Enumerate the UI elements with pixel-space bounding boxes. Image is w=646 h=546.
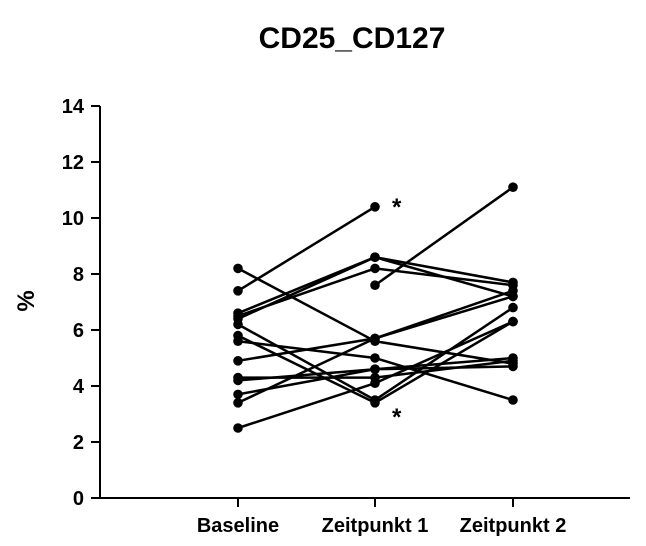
data-point	[370, 364, 380, 375]
y-tick-label: 10	[62, 208, 84, 230]
series-14	[233, 291, 518, 408]
series-1	[233, 202, 380, 296]
y-axis-label: %	[13, 290, 40, 311]
series-2	[370, 182, 518, 291]
data-point	[508, 291, 518, 302]
series-line-segment	[237, 382, 376, 430]
series-line-segment	[374, 320, 514, 404]
series-line-segment	[374, 359, 514, 379]
series-line-segment	[237, 323, 376, 402]
series-6	[233, 252, 518, 324]
data-point	[508, 395, 518, 405]
asterisk-annotation: *	[392, 194, 402, 221]
series-line-segment	[237, 367, 376, 382]
series-12	[233, 361, 518, 386]
axes: 0 2 4 6 8 10 12 14 Baseline Zeitpunkt 1 Zeitpunkt …	[62, 96, 630, 537]
series-line-segment	[237, 267, 376, 343]
data-point	[508, 302, 518, 313]
data-point	[233, 286, 243, 296]
data-point	[370, 202, 380, 212]
series-line-segment	[237, 337, 376, 404]
series-line-segment	[374, 267, 514, 287]
data-point	[508, 353, 518, 363]
data-point	[370, 395, 380, 405]
data-point	[508, 361, 518, 372]
data-point	[233, 398, 243, 408]
series-line-segment	[374, 186, 514, 287]
series-line-segment	[237, 256, 376, 320]
data-point	[370, 252, 380, 262]
series-line-segment	[374, 356, 514, 371]
series-line-segment	[237, 337, 376, 363]
asterisk-annotation: *	[392, 404, 402, 431]
series-layer	[233, 182, 518, 433]
data-point	[508, 277, 518, 288]
y-tick-label: 4	[73, 376, 85, 398]
data-point	[370, 263, 380, 274]
y-tick-label: 8	[73, 264, 84, 286]
data-point	[233, 336, 243, 347]
data-point	[233, 389, 243, 400]
x-tick-label: Baseline	[197, 515, 279, 537]
data-point	[233, 319, 243, 330]
y-tick-label: 12	[62, 152, 84, 174]
data-point	[370, 353, 380, 363]
data-point	[233, 263, 243, 274]
data-point	[233, 375, 243, 386]
chart-title: CD25_CD127	[259, 22, 446, 55]
data-point	[233, 356, 243, 366]
x-tick-label: Zeitpunkt 1	[322, 515, 429, 537]
series-8	[233, 302, 518, 405]
series-line-segment	[374, 255, 514, 284]
series-line-segment	[374, 320, 514, 385]
series-line-segment	[374, 356, 514, 402]
data-point	[233, 423, 243, 433]
data-point	[508, 182, 518, 192]
data-point	[370, 378, 380, 389]
series-line-segment	[374, 365, 514, 371]
series-line-segment	[237, 205, 376, 292]
y-tick-label: 2	[73, 432, 84, 454]
x-tick-label: Zeitpunkt 2	[460, 515, 567, 537]
series-line-segment	[374, 306, 514, 402]
series-5	[233, 263, 518, 321]
y-tick-label: 6	[73, 320, 84, 342]
data-point	[508, 316, 518, 327]
series-15	[233, 316, 518, 433]
series-13	[233, 353, 518, 400]
series-line-segment	[237, 367, 376, 396]
series-3	[233, 263, 518, 369]
y-tick-label: 14	[62, 96, 85, 118]
series-line-segment	[374, 295, 514, 340]
data-point	[370, 333, 380, 344]
y-tick-label: 0	[73, 488, 84, 510]
data-point	[370, 280, 380, 291]
annotations-layer: **	[392, 194, 402, 431]
